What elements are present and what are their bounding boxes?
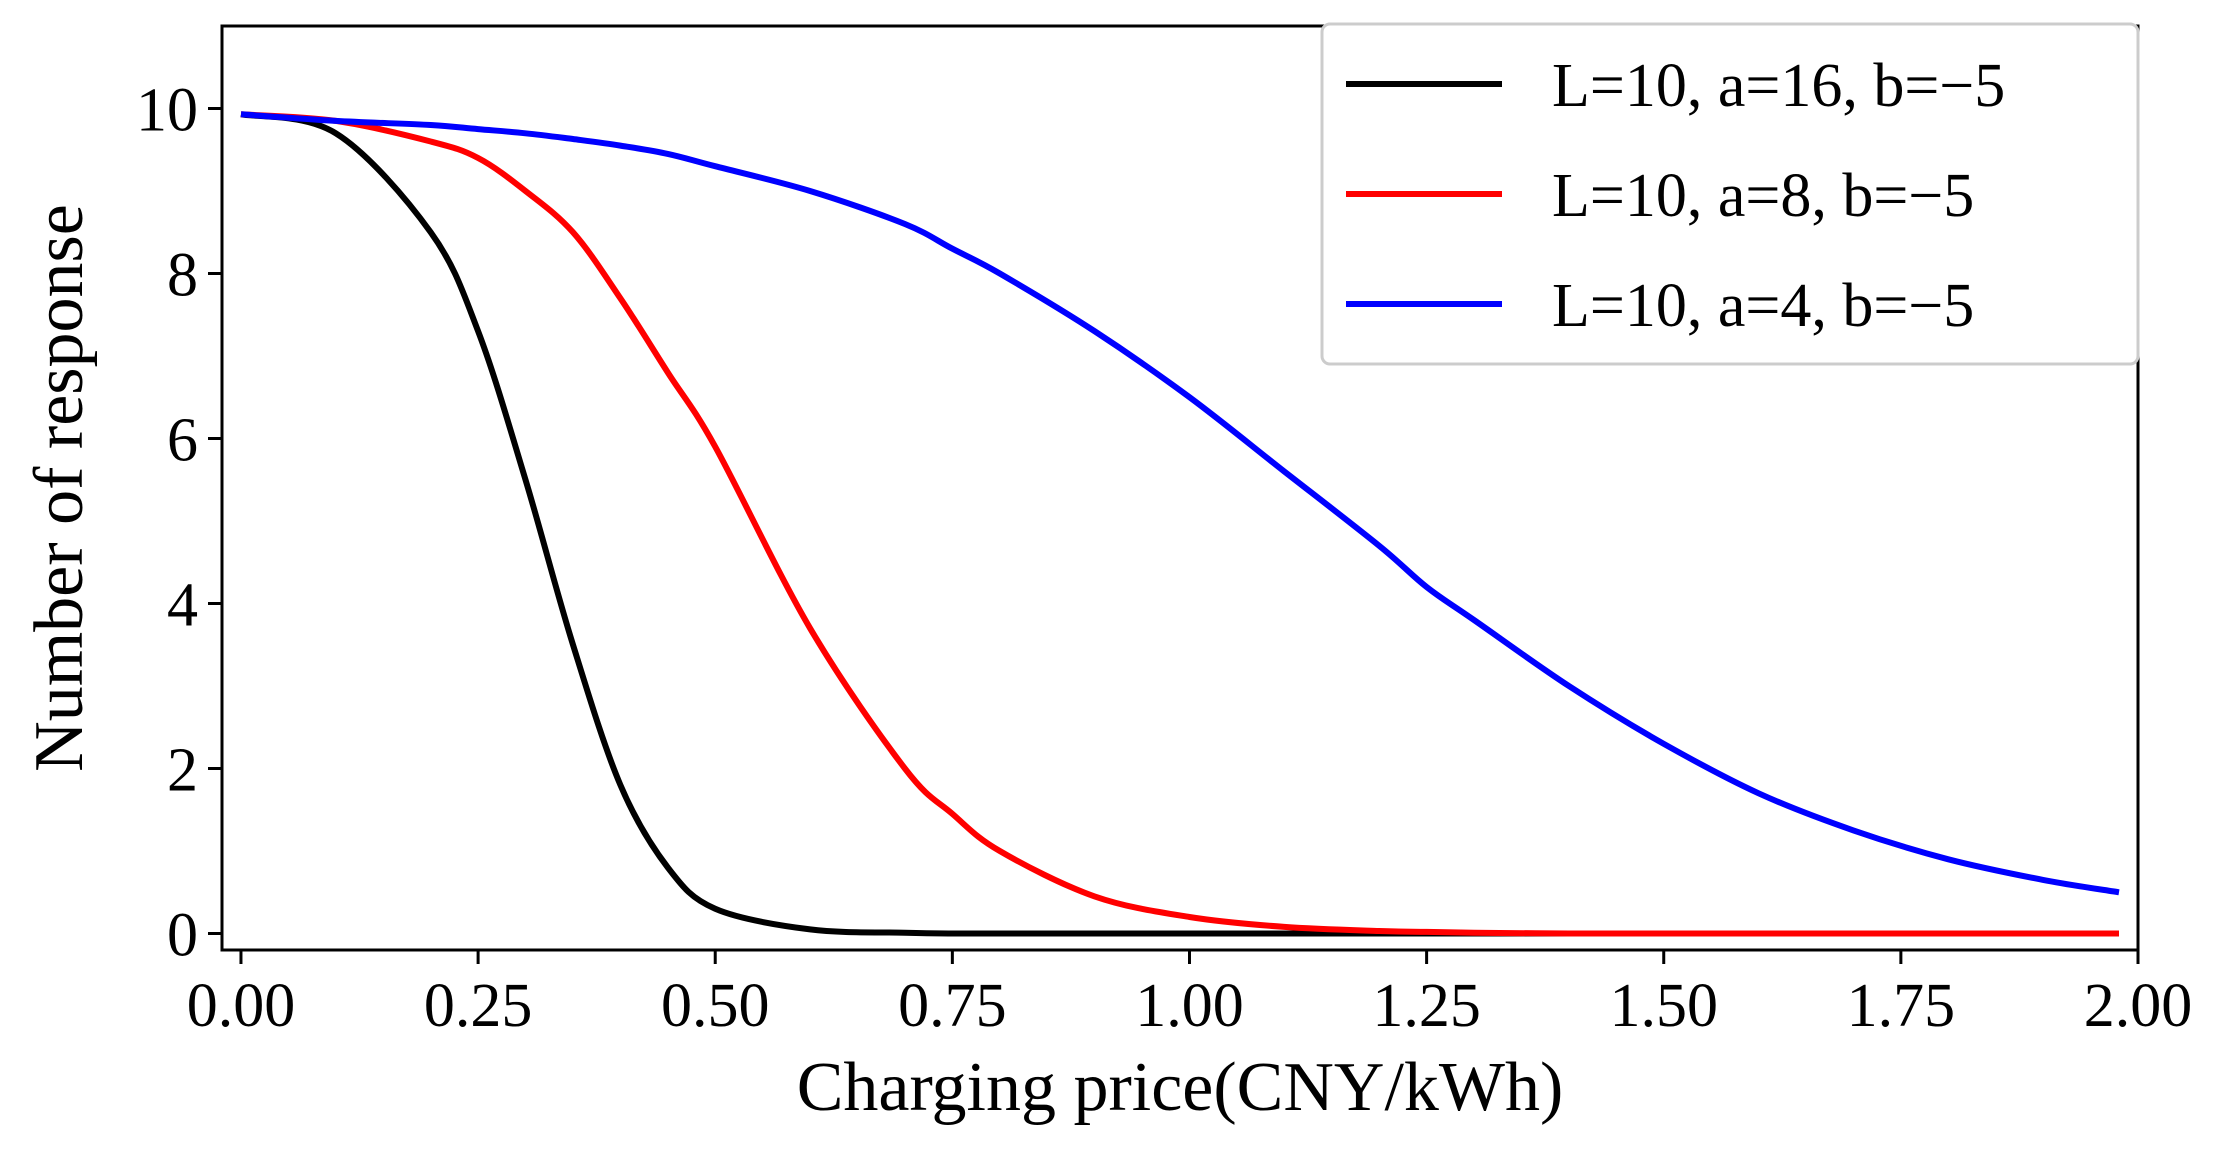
x-tick-label: 1.50	[1609, 972, 1718, 1040]
y-axis-label: Number of response	[21, 204, 98, 772]
legend-box	[1320, 22, 2140, 366]
y-axis: 0 2 4 6 8 10	[136, 77, 222, 970]
y-tick-label: 10	[136, 77, 198, 145]
series-line-3	[240, 111, 2120, 896]
x-tick-label: 0.75	[898, 972, 1007, 1040]
x-tick-label: 0.00	[187, 972, 296, 1040]
series-line-2	[240, 111, 2119, 937]
y-tick-label: 2	[167, 737, 198, 805]
x-tick-label: 1.00	[1135, 972, 1244, 1040]
y-tick-label: 0	[167, 902, 198, 970]
x-tick-label: 0.50	[661, 972, 770, 1040]
x-tick-label: 1.25	[1372, 972, 1481, 1040]
x-tick-label: 2.00	[2084, 972, 2193, 1040]
legend-label-2: L=10, a=8, b=−5	[1552, 162, 1974, 230]
legend: L=10, a=16, b=−5 L=10, a=8, b=−5 L=10, a=4…	[1320, 22, 2140, 366]
x-tick-label: 1.75	[1847, 972, 1956, 1040]
y-tick-label: 8	[167, 242, 198, 310]
x-axis: 0.00 0.25 0.50 0.75 1.00 1.25 1.50 1.75 2.00	[187, 950, 2193, 1040]
legend-label-1: L=10, a=16, b=−5	[1552, 52, 2005, 120]
legend-label-3: L=10, a=4, b=−5	[1552, 272, 1974, 340]
series-layer	[240, 111, 2120, 937]
x-axis-label: Charging price(CNY/kWh)	[797, 1049, 1564, 1126]
x-tick-label: 0.25	[424, 972, 533, 1040]
y-tick-label: 6	[167, 407, 198, 475]
y-tick-label: 4	[167, 572, 198, 640]
